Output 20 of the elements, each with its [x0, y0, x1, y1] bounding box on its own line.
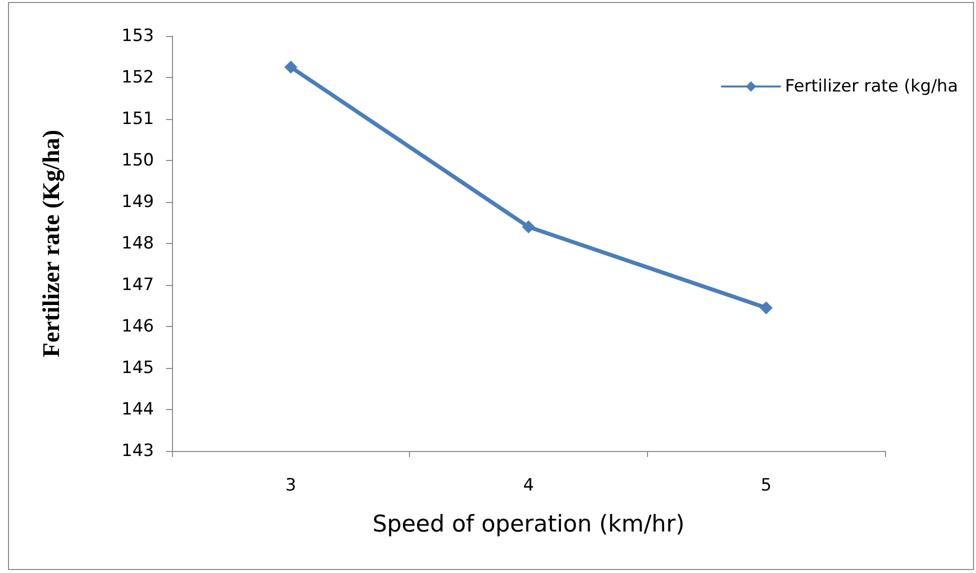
y-tick-label: 152 — [122, 68, 154, 88]
point — [284, 60, 298, 74]
y-axis-title: Fertilizer rate (Kg/ha) — [39, 130, 65, 358]
legend-label: Fertilizer rate (kg/ha — [784, 76, 958, 96]
y-tick-label: 153 — [122, 26, 154, 46]
y-tick-label: 148 — [122, 234, 154, 254]
y-tick-label: 151 — [122, 109, 154, 129]
point — [522, 220, 535, 234]
y-tick-label: 147 — [122, 275, 154, 295]
y-tick-label: 146 — [122, 316, 154, 336]
y-tick-label: 149 — [122, 192, 154, 212]
x-tick-label: 5 — [760, 476, 772, 496]
y-tick-label: 144 — [122, 400, 154, 420]
y-tick-label: 145 — [122, 358, 154, 378]
x-axis-title: Speed of operation (km/hr) — [372, 512, 685, 538]
point — [760, 301, 773, 314]
x-tick-label: 3 — [285, 476, 296, 496]
y-tick-label: 150 — [122, 150, 154, 170]
y-tick-label: 143 — [122, 441, 154, 461]
x-tick-label: 4 — [523, 476, 534, 496]
